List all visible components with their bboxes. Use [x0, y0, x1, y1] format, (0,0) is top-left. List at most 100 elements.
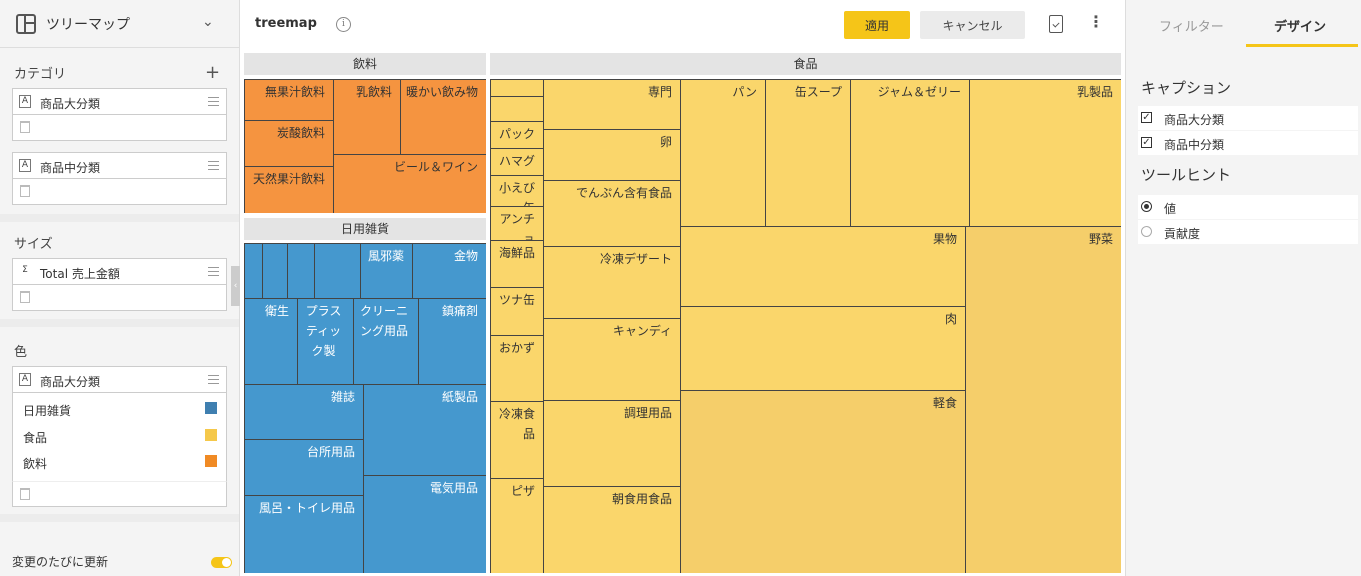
- treemap-cell[interactable]: パン: [681, 80, 766, 227]
- treemap-cell[interactable]: 缶スープ: [766, 80, 851, 227]
- size-drop[interactable]: [12, 285, 227, 311]
- caption-option-1[interactable]: ✓ 商品大分類: [1138, 106, 1358, 130]
- chart-type-selector[interactable]: ツリーマップ ⌄: [0, 0, 239, 48]
- treemap-cell[interactable]: 肉: [681, 307, 966, 391]
- legend-label-food: 食品: [23, 431, 48, 445]
- treemap-cell[interactable]: 台所用品: [245, 440, 364, 496]
- treemap-cell[interactable]: パック野: [491, 122, 544, 149]
- tooltip-option-contribution[interactable]: 貢献度: [1138, 220, 1358, 244]
- treemap-cell[interactable]: 専門: [544, 80, 681, 130]
- text-type-icon: A: [19, 95, 31, 108]
- treemap-cell[interactable]: 炭酸飲料: [245, 121, 334, 167]
- treemap-cell[interactable]: 朝食用食品: [544, 487, 681, 573]
- treemap-cell[interactable]: アンチョ: [491, 207, 544, 241]
- treemap-cell[interactable]: 暖かい飲み物: [401, 80, 486, 155]
- group-header-beverage[interactable]: 飲料: [244, 53, 486, 75]
- treemap-cell[interactable]: [491, 97, 544, 122]
- treemap-cell[interactable]: 乳飲料: [334, 80, 401, 155]
- treemap-cell[interactable]: 紙製品: [364, 385, 486, 476]
- info-icon[interactable]: i: [336, 17, 351, 32]
- treemap-cell[interactable]: 海鮮品: [491, 241, 544, 288]
- field-panel: ツリーマップ ⌄ カテゴリ + A 商品大分類 A 商品中分類 サイズ Σ To…: [0, 0, 240, 576]
- treemap-cell[interactable]: 風呂・トイレ用品: [245, 496, 364, 573]
- category-drop-2[interactable]: [12, 179, 227, 205]
- treemap-cell[interactable]: ピザ: [491, 479, 544, 573]
- category-field-1-label: 商品大分類: [40, 97, 101, 111]
- treemap-cell[interactable]: 雑誌: [245, 385, 364, 440]
- treemap-cell[interactable]: 金物: [413, 244, 486, 299]
- treemap-cell[interactable]: 卵: [544, 130, 681, 181]
- legend-swatch-beverage[interactable]: [205, 455, 217, 467]
- trash-icon[interactable]: [20, 488, 30, 500]
- treemap-cell[interactable]: ビール＆ワイン: [334, 155, 486, 213]
- tab-filter[interactable]: フィルター: [1159, 20, 1224, 35]
- radio-selected-icon[interactable]: [1141, 201, 1152, 212]
- settings-tabs: フィルター デザイン: [1126, 0, 1361, 48]
- treemap-cell[interactable]: キャンディ: [544, 319, 681, 401]
- more-options-icon[interactable]: ⋮: [1088, 12, 1104, 31]
- treemap-cell[interactable]: 電気用品: [364, 476, 486, 573]
- drag-handle-icon[interactable]: [208, 267, 219, 276]
- treemap-cell[interactable]: 風邪薬: [361, 244, 413, 299]
- size-field-label: Total 売上金額: [40, 267, 120, 281]
- treemap-cell[interactable]: クリーニング用品: [354, 299, 419, 385]
- category-field-1[interactable]: A 商品大分類: [12, 88, 227, 115]
- legend-swatch-food[interactable]: [205, 429, 217, 441]
- treemap-cell[interactable]: プラスティック製: [298, 299, 354, 385]
- treemap-cell[interactable]: [491, 80, 544, 97]
- trash-icon[interactable]: [20, 185, 30, 197]
- drag-handle-icon[interactable]: [208, 161, 219, 170]
- treemap-cell[interactable]: 軽食: [681, 391, 966, 573]
- tab-design[interactable]: デザイン: [1274, 20, 1327, 35]
- treemap-cell[interactable]: 鎮痛剤: [419, 299, 486, 385]
- treemap-cell[interactable]: 天然果汁飲料: [245, 167, 334, 213]
- drag-handle-icon[interactable]: [208, 97, 219, 106]
- treemap-cell[interactable]: [263, 244, 288, 299]
- treemap-cell[interactable]: ジャム＆ゼリー: [851, 80, 970, 227]
- color-drop[interactable]: [12, 481, 227, 507]
- treemap: 飲料 無果汁飲料 乳飲料 暖かい飲み物 炭酸飲料 ビール＆ワイン 天然果汁飲料 …: [240, 48, 1125, 576]
- group-header-food[interactable]: 食品: [490, 53, 1121, 75]
- radio-unselected-icon[interactable]: [1141, 226, 1152, 237]
- tooltip-option-value[interactable]: 値: [1138, 195, 1358, 219]
- category-drop-1[interactable]: [12, 115, 227, 141]
- export-icon[interactable]: [1049, 15, 1063, 33]
- trash-icon[interactable]: [20, 291, 30, 303]
- treemap-cell[interactable]: 衛生: [245, 299, 298, 385]
- color-field[interactable]: A 商品大分類: [12, 366, 227, 393]
- treemap-cell[interactable]: 冷凍デザート: [544, 247, 681, 319]
- cancel-button[interactable]: キャンセル: [920, 11, 1025, 39]
- add-category-icon[interactable]: +: [205, 62, 221, 83]
- treemap-cell[interactable]: 無果汁飲料: [245, 80, 334, 121]
- drag-handle-icon[interactable]: [208, 375, 219, 384]
- treemap-cell[interactable]: [288, 244, 315, 299]
- legend-label-daily: 日用雑貨: [23, 404, 72, 418]
- treemap-cell[interactable]: ツナ缶: [491, 288, 544, 336]
- caption-option-2[interactable]: ✓ 商品中分類: [1138, 131, 1358, 155]
- treemap-cell[interactable]: ハマグリ: [491, 149, 544, 176]
- treemap-cell[interactable]: [315, 244, 361, 299]
- collapse-left-handle[interactable]: ‹: [231, 266, 240, 306]
- group-beverage: 無果汁飲料 乳飲料 暖かい飲み物 炭酸飲料 ビール＆ワイン 天然果汁飲料: [244, 79, 486, 213]
- checkbox-checked-icon[interactable]: ✓: [1141, 137, 1152, 148]
- treemap-cell[interactable]: おかず: [491, 336, 544, 402]
- treemap-cell[interactable]: でんぷん含有食品: [544, 181, 681, 247]
- treemap-cell[interactable]: 野菜: [966, 227, 1121, 573]
- section-divider: [0, 214, 239, 222]
- category-field-2[interactable]: A 商品中分類: [12, 152, 227, 179]
- treemap-cell[interactable]: 小えび缶: [491, 176, 544, 207]
- settings-panel: フィルター デザイン キャプション ✓ 商品大分類 ✓ 商品中分類 ツールヒント…: [1125, 0, 1361, 576]
- chevron-down-icon[interactable]: ⌄: [202, 14, 214, 30]
- auto-update-toggle[interactable]: [211, 557, 232, 568]
- treemap-cell[interactable]: 調理用品: [544, 401, 681, 487]
- trash-icon[interactable]: [20, 121, 30, 133]
- treemap-cell[interactable]: [245, 244, 263, 299]
- treemap-cell[interactable]: 果物: [681, 227, 966, 307]
- checkbox-checked-icon[interactable]: ✓: [1141, 112, 1152, 123]
- group-header-daily[interactable]: 日用雑貨: [244, 218, 486, 240]
- treemap-cell[interactable]: 乳製品: [970, 80, 1121, 227]
- apply-button[interactable]: 適用: [844, 11, 910, 39]
- treemap-cell[interactable]: 冷凍食品: [491, 402, 544, 479]
- legend-swatch-daily[interactable]: [205, 402, 217, 414]
- size-field[interactable]: Σ Total 売上金額: [12, 258, 227, 285]
